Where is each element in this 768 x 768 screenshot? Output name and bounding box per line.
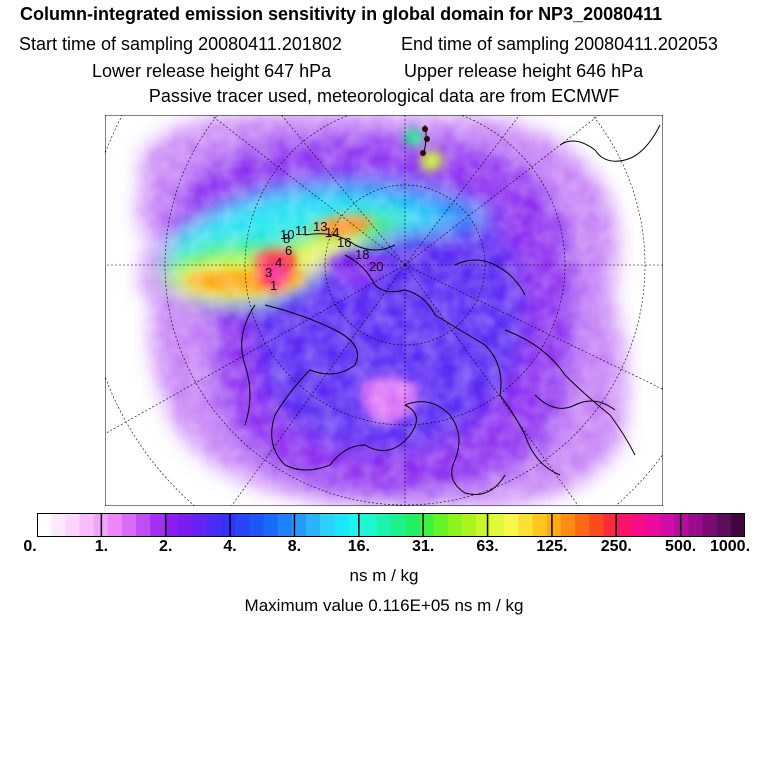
- trajectory-label: 13: [313, 219, 327, 234]
- colorbar-swatch: [249, 513, 265, 537]
- colorbar-swatch: [560, 513, 576, 537]
- trajectory-label: 4: [275, 255, 282, 270]
- colorbar-swatch: [575, 513, 590, 537]
- trajectory-label: 18: [355, 247, 369, 262]
- colorbar-swatch: [121, 513, 137, 537]
- trajectory-label: 1: [270, 278, 277, 293]
- colorbar-tick-label: 4.: [223, 538, 237, 555]
- colorbar-tick-label: 1.: [94, 538, 109, 555]
- trajectory-label: 11: [295, 223, 309, 238]
- colorbar-tick-label: 250.: [600, 538, 632, 555]
- colorbar-swatch: [37, 513, 52, 537]
- colorbar-swatch: [263, 513, 279, 537]
- colorbar-tick-label: 63.: [476, 538, 499, 555]
- colorbar-tick-label: 125.: [536, 538, 568, 555]
- colorbar-swatch: [603, 513, 619, 537]
- colorbar-swatch: [291, 513, 307, 537]
- colorbar-swatch: [490, 513, 505, 537]
- trajectory-labels: 1 3 4 6 8 10 11 13 14 16 18 20: [265, 219, 383, 293]
- colorbar-swatch: [206, 513, 222, 537]
- colorbar-swatch: [192, 513, 208, 537]
- colorbar-swatch: [730, 513, 745, 537]
- colorbar-swatch: [65, 513, 80, 537]
- colorbar-swatch: [320, 513, 335, 537]
- colorbar-swatch: [419, 513, 434, 537]
- trajectory-label: 3: [265, 265, 272, 280]
- trajectory-label: 16: [337, 235, 351, 250]
- colorbar-swatch: [589, 513, 604, 537]
- colorbar-tick-label: 0.: [23, 538, 37, 555]
- colorbar-swatch: [376, 513, 392, 537]
- colorbar-swatch: [164, 513, 180, 537]
- sensitivity-map: 1 3 4 6 8 10 11 13 14 16 18 20: [105, 115, 663, 506]
- colorbar-swatch: [235, 513, 250, 537]
- lower-release-label: Lower release height 647 hPa: [92, 61, 332, 81]
- end-time-label: End time of sampling 20080411.202053: [401, 34, 718, 54]
- colorbar-swatch: [645, 513, 661, 537]
- colorbar-swatch: [433, 513, 449, 537]
- colorbar-swatch: [362, 513, 378, 537]
- colorbar-swatch: [277, 513, 293, 537]
- colorbar-swatch: [348, 513, 364, 537]
- colorbar-swatch: [688, 513, 704, 537]
- colorbar-tick-label: 1000.: [709, 538, 751, 555]
- colorbar-swatch: [405, 513, 420, 537]
- colorbar-swatch: [136, 513, 151, 537]
- colorbar-tick-label: 31.: [412, 538, 435, 555]
- trajectory-label: 14: [325, 225, 339, 240]
- colorbar-swatch: [532, 513, 548, 537]
- colorbar-swatch: [504, 513, 519, 537]
- colorbar-swatch: [461, 513, 477, 537]
- trajectory-label: 20: [369, 259, 383, 274]
- colorbar-swatch: [334, 513, 350, 537]
- colorbar-swatch: [107, 513, 123, 537]
- trajectory-label: 10: [280, 227, 294, 242]
- plume-field: [105, 115, 663, 506]
- colorbar-swatch: [391, 513, 406, 537]
- chart-title: Column-integrated emission sensitivity i…: [20, 4, 663, 24]
- colorbar-swatch: [51, 513, 66, 537]
- trajectory-label: 6: [285, 243, 292, 258]
- colorbar-swatch: [546, 513, 562, 537]
- colorbar-tick-label: 2.: [159, 538, 173, 555]
- colorbar: [37, 513, 745, 537]
- upper-release-label: Upper release height 646 hPa: [404, 61, 644, 81]
- colorbar-swatch: [674, 513, 689, 537]
- colorbar-swatch: [631, 513, 647, 537]
- colorbar-tick-label: 500.: [665, 538, 697, 555]
- tracer-note: Passive tracer used, meteorological data…: [148, 86, 620, 106]
- colorbar-swatch: [79, 513, 95, 537]
- colorbar-swatch: [617, 513, 633, 537]
- colorbar-swatch: [178, 513, 194, 537]
- colorbar-swatch: [475, 513, 491, 537]
- colorbar-swatch: [518, 513, 534, 537]
- colorbar-swatch: [150, 513, 165, 537]
- colorbar-swatch: [660, 513, 675, 537]
- colorbar-tick-label: 8.: [287, 538, 302, 555]
- colorbar-swatch: [306, 513, 321, 537]
- colorbar-border: [37, 513, 745, 537]
- colorbar-tick-label: 16.: [347, 538, 370, 555]
- colorbar-swatch: [702, 513, 718, 537]
- colorbar-swatch: [716, 513, 732, 537]
- trajectory-label: 8: [283, 231, 290, 246]
- colorbar-swatch: [221, 513, 236, 537]
- start-time-label: Start time of sampling 20080411.201802: [19, 34, 342, 54]
- colorbar-swatch: [447, 513, 463, 537]
- colorbar-units: ns m / kg: [349, 566, 419, 585]
- maximum-value-label: Maximum value 0.116E+05 ns m / kg: [244, 596, 524, 615]
- colorbar-ticks: 0. 1. 2. 4. 8. 16. 31. 63. 125. 250. 500. 1000.: [0, 538, 768, 562]
